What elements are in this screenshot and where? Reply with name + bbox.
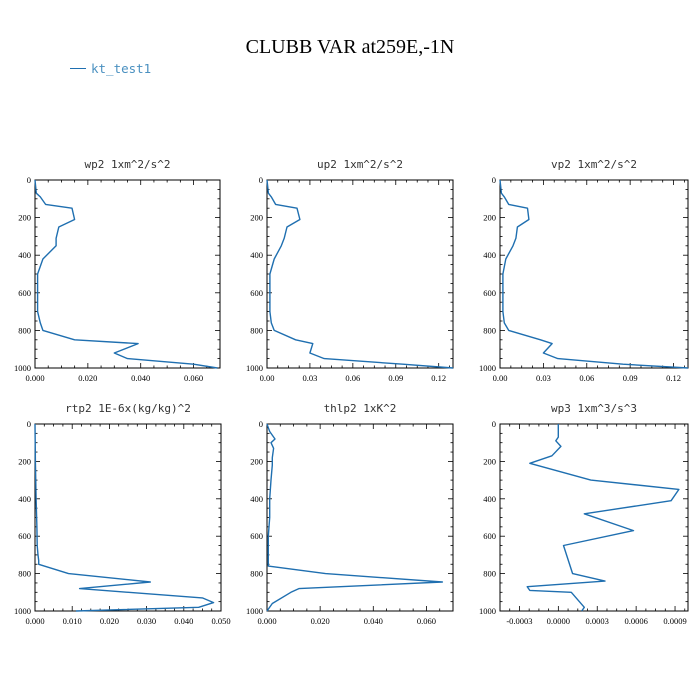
y-tick-label: 400 — [483, 494, 496, 504]
x-tick-label: 0.060 — [184, 373, 203, 383]
y-tick-label: 1000 — [479, 363, 496, 373]
x-tick-label: 0.12 — [666, 373, 681, 383]
series-line — [526, 424, 680, 612]
x-tick-label: -0.0003 — [506, 616, 532, 626]
legend-swatch — [70, 68, 86, 69]
series-line — [266, 423, 444, 612]
panel-title: rtp2 1E-6x(kg/kg)^2 — [65, 402, 191, 415]
y-tick-label: 1000 — [14, 606, 31, 616]
series-line — [499, 179, 689, 369]
y-tick-label: 200 — [483, 456, 496, 466]
x-tick-label: 0.000 — [257, 616, 276, 626]
y-tick-label: 0 — [259, 419, 263, 429]
x-tick-label: 0.03 — [302, 373, 317, 383]
x-tick-label: 0.040 — [364, 616, 383, 626]
y-tick-label: 600 — [483, 531, 496, 541]
y-tick-label: 1000 — [246, 606, 263, 616]
y-tick-label: 200 — [18, 213, 31, 223]
panel-title: wp2 1xm^2/s^2 — [84, 158, 170, 171]
y-tick-label: 800 — [18, 325, 31, 335]
y-tick-label: 800 — [250, 569, 263, 579]
y-tick-label: 800 — [250, 325, 263, 335]
y-tick-label: 400 — [483, 250, 496, 260]
panel-frame — [34, 179, 221, 369]
series-line — [266, 179, 454, 369]
panel-6: wp3 1xm^3/s^3 0 200 400 600 800 1000 -0.0003 0.0… — [479, 402, 689, 626]
y-tick-label: 200 — [483, 213, 496, 223]
y-tick-label: 400 — [250, 250, 263, 260]
x-tick-label: 0.09 — [388, 373, 403, 383]
x-tick-label: 0.030 — [137, 616, 156, 626]
y-tick-label: 1000 — [479, 606, 496, 616]
y-tick-label: 600 — [250, 531, 263, 541]
x-tick-label: 0.0003 — [586, 616, 609, 626]
legend-label: kt_test1 — [91, 61, 152, 76]
x-tick-label: 0.06 — [579, 373, 594, 383]
x-tick-label: 0.000 — [25, 616, 44, 626]
y-tick-label: 1000 — [246, 363, 263, 373]
x-tick-label: 0.00 — [260, 373, 275, 383]
x-tick-label: 0.0000 — [547, 616, 570, 626]
legend: kt_test1 — [70, 61, 151, 76]
y-tick-label: 0 — [492, 419, 496, 429]
y-tick-label: 0 — [492, 175, 496, 185]
x-tick-label: 0.020 — [311, 616, 330, 626]
x-tick-label: 0.0006 — [624, 616, 647, 626]
y-tick-label: 800 — [483, 325, 496, 335]
y-tick-label: 600 — [483, 288, 496, 298]
x-tick-label: 0.020 — [100, 616, 119, 626]
y-tick-label: 0 — [27, 175, 31, 185]
x-tick-label: 0.040 — [131, 373, 150, 383]
chart-title: CLUBB VAR at259E,-1N — [245, 36, 455, 58]
y-tick-label: 600 — [18, 288, 31, 298]
panel-title: vp2 1xm^2/s^2 — [551, 158, 637, 171]
y-tick-label: 800 — [483, 569, 496, 579]
x-tick-label: 0.0009 — [663, 616, 686, 626]
panel-4: rtp2 1E-6x(kg/kg)^2 0 200 400 600 800 10000.00… — [14, 402, 231, 626]
y-tick-label: 200 — [18, 456, 31, 466]
x-tick-label: 0.12 — [431, 373, 446, 383]
y-tick-label: 1000 — [14, 363, 31, 373]
y-tick-label: 400 — [250, 494, 263, 504]
x-tick-label: 0.09 — [623, 373, 638, 383]
series-line — [34, 179, 218, 369]
x-tick-label: 0.060 — [417, 616, 436, 626]
y-tick-label: 200 — [250, 456, 263, 466]
y-tick-label: 600 — [18, 531, 31, 541]
y-tick-label: 0 — [27, 419, 31, 429]
y-tick-label: 0 — [259, 175, 263, 185]
y-tick-label: 600 — [250, 288, 263, 298]
x-tick-label: 0.00 — [493, 373, 508, 383]
y-tick-label: 400 — [18, 494, 31, 504]
y-tick-label: 400 — [18, 250, 31, 260]
panel-title: wp3 1xm^3/s^3 — [551, 402, 637, 415]
x-tick-label: 0.03 — [536, 373, 551, 383]
panel-title: up2 1xm^2/s^2 — [317, 158, 403, 171]
x-tick-label: 0.020 — [78, 373, 97, 383]
x-tick-label: 0.050 — [211, 616, 230, 626]
y-tick-label: 800 — [18, 569, 31, 579]
series-line — [34, 423, 215, 612]
x-tick-label: 0.010 — [63, 616, 82, 626]
panel-frame — [34, 423, 222, 612]
y-tick-label: 200 — [250, 213, 263, 223]
panel-title: thlp2 1xK^2 — [324, 402, 397, 415]
x-tick-label: 0.040 — [174, 616, 193, 626]
x-tick-label: 0.000 — [25, 373, 44, 383]
x-tick-label: 0.06 — [345, 373, 360, 383]
